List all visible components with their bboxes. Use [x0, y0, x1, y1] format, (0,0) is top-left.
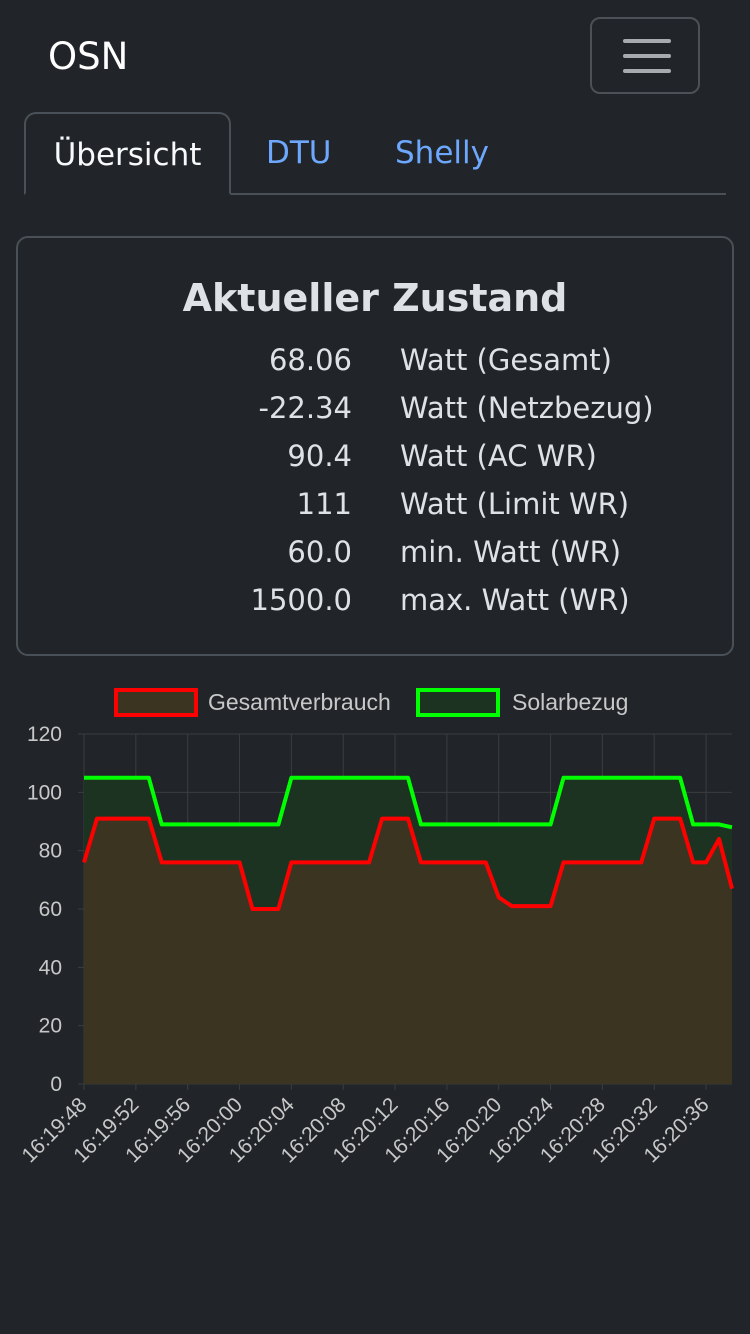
- y-tick-label: 0: [50, 1073, 62, 1096]
- tab-bar: Übersicht DTU Shelly: [24, 112, 726, 195]
- status-title: Aktueller Zustand: [182, 276, 568, 320]
- y-tick-label: 40: [39, 956, 62, 979]
- y-tick-label: 80: [39, 840, 62, 863]
- series-area-gesamtverbrauch: [84, 818, 732, 1084]
- status-row: 90.4 Watt (AC WR): [18, 432, 732, 480]
- status-value: 60.0: [287, 535, 352, 569]
- status-label: Watt (Limit WR): [400, 487, 630, 521]
- status-value: 90.4: [287, 439, 352, 473]
- status-value: -22.34: [258, 391, 353, 425]
- legend-label: Solarbezug: [512, 689, 628, 715]
- status-label: Watt (Gesamt): [400, 343, 612, 377]
- series-line-solarbezug: [84, 775, 733, 830]
- power-chart[interactable]: 02040608010012016:19:4816:19:5216:19:561…: [0, 670, 750, 1230]
- status-value: 111: [296, 487, 352, 521]
- navbar: OSN: [0, 0, 750, 112]
- tab-dtu[interactable]: DTU: [266, 135, 332, 171]
- legend-swatch: [416, 688, 500, 717]
- status-label: max. Watt (WR): [400, 583, 630, 617]
- navbar-toggle-button[interactable]: [590, 17, 700, 94]
- status-row: 68.06 Watt (Gesamt): [18, 336, 732, 384]
- status-row: -22.34 Watt (Netzbezug): [18, 384, 732, 432]
- status-label: min. Watt (WR): [400, 535, 622, 569]
- y-tick-label: 100: [27, 781, 62, 804]
- status-value: 68.06: [268, 343, 352, 377]
- legend-swatch: [114, 688, 198, 717]
- legend-label: Gesamtverbrauch: [208, 689, 391, 715]
- status-label: Watt (AC WR): [400, 439, 597, 473]
- tab-uebersicht[interactable]: Übersicht: [24, 112, 231, 195]
- status-row: 111 Watt (Limit WR): [18, 480, 732, 528]
- status-label: Watt (Netzbezug): [400, 391, 654, 425]
- y-tick-label: 60: [39, 898, 62, 921]
- tab-shelly[interactable]: Shelly: [395, 135, 489, 171]
- status-value: 1500.0: [250, 583, 352, 617]
- y-tick-label: 120: [27, 723, 62, 746]
- series-line-gesamtverbrauch: [82, 816, 734, 911]
- brand-logo[interactable]: OSN: [48, 35, 129, 78]
- y-tick-label: 20: [39, 1015, 62, 1038]
- status-row: 1500.0 max. Watt (WR): [18, 576, 732, 624]
- status-row: 60.0 min. Watt (WR): [18, 528, 732, 576]
- status-card: Aktueller Zustand 68.06 Watt (Gesamt) -2…: [16, 236, 734, 656]
